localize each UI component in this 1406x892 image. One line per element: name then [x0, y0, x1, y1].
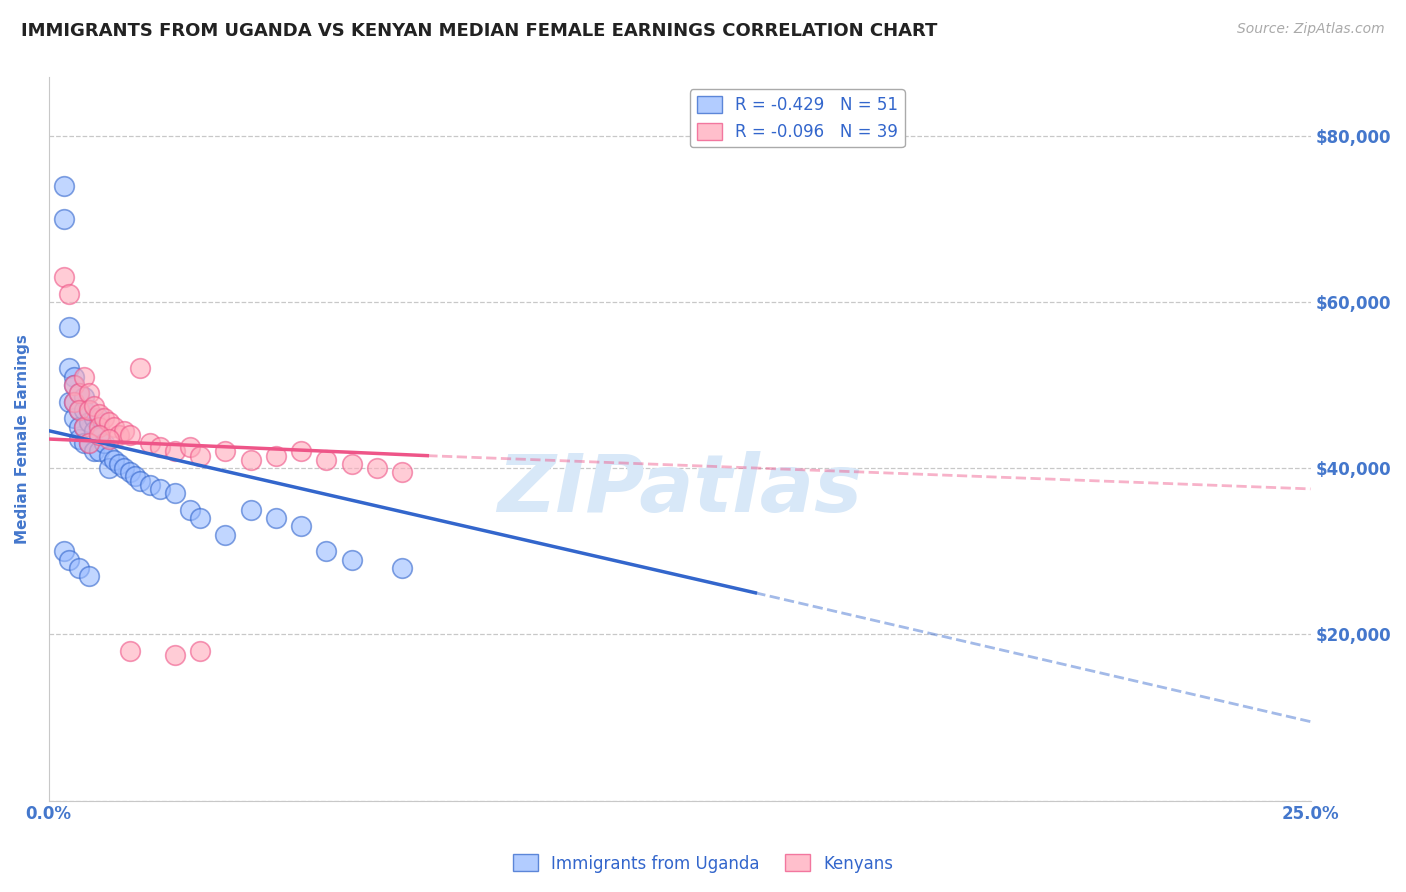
Point — [58, 361, 80, 376]
Point — [179, 502, 201, 516]
Point — [103, 419, 125, 434]
Point — [83, 399, 105, 413]
Point — [264, 449, 287, 463]
Point — [58, 394, 80, 409]
Point — [315, 452, 337, 467]
Point — [63, 394, 86, 409]
Point — [239, 452, 262, 467]
Point — [118, 644, 141, 658]
Point — [149, 441, 172, 455]
Point — [77, 386, 100, 401]
Point — [391, 465, 413, 479]
Point — [89, 411, 111, 425]
Point — [89, 419, 111, 434]
Point — [290, 519, 312, 533]
Point — [52, 211, 75, 226]
Point — [315, 544, 337, 558]
Point — [73, 419, 96, 434]
Point — [93, 436, 115, 450]
Point — [77, 436, 100, 450]
Point — [188, 511, 211, 525]
Point — [63, 411, 86, 425]
Point — [67, 403, 90, 417]
Point — [52, 544, 75, 558]
Point — [77, 403, 100, 417]
Point — [73, 403, 96, 417]
Point — [163, 648, 186, 662]
Point — [83, 411, 105, 425]
Point — [239, 502, 262, 516]
Point — [58, 319, 80, 334]
Point — [52, 178, 75, 193]
Point — [340, 552, 363, 566]
Point — [89, 428, 111, 442]
Point — [98, 416, 121, 430]
Point — [73, 436, 96, 450]
Point — [214, 444, 236, 458]
Point — [103, 452, 125, 467]
Point — [73, 369, 96, 384]
Point — [77, 569, 100, 583]
Point — [89, 444, 111, 458]
Point — [108, 457, 131, 471]
Point — [67, 386, 90, 401]
Point — [163, 486, 186, 500]
Point — [63, 394, 86, 409]
Point — [73, 391, 96, 405]
Point — [67, 403, 90, 417]
Point — [89, 407, 111, 421]
Point — [118, 465, 141, 479]
Point — [77, 436, 100, 450]
Point — [179, 441, 201, 455]
Text: Source: ZipAtlas.com: Source: ZipAtlas.com — [1237, 22, 1385, 37]
Text: IMMIGRANTS FROM UGANDA VS KENYAN MEDIAN FEMALE EARNINGS CORRELATION CHART: IMMIGRANTS FROM UGANDA VS KENYAN MEDIAN … — [21, 22, 938, 40]
Point — [128, 474, 150, 488]
Point — [98, 449, 121, 463]
Point — [188, 644, 211, 658]
Point — [67, 561, 90, 575]
Point — [138, 436, 160, 450]
Point — [98, 432, 121, 446]
Point — [67, 386, 90, 401]
Legend: Immigrants from Uganda, Kenyans: Immigrants from Uganda, Kenyans — [506, 847, 900, 880]
Point — [63, 369, 86, 384]
Point — [366, 461, 388, 475]
Point — [83, 424, 105, 438]
Point — [391, 561, 413, 575]
Point — [149, 482, 172, 496]
Point — [77, 403, 100, 417]
Point — [214, 527, 236, 541]
Point — [340, 457, 363, 471]
Point — [163, 444, 186, 458]
Point — [73, 419, 96, 434]
Point — [67, 432, 90, 446]
Point — [77, 416, 100, 430]
Point — [138, 477, 160, 491]
Point — [128, 361, 150, 376]
Point — [83, 444, 105, 458]
Point — [89, 428, 111, 442]
Point — [93, 411, 115, 425]
Point — [124, 469, 146, 483]
Y-axis label: Median Female Earnings: Median Female Earnings — [15, 334, 30, 544]
Point — [98, 461, 121, 475]
Point — [108, 428, 131, 442]
Point — [188, 449, 211, 463]
Legend: R = -0.429   N = 51, R = -0.096   N = 39: R = -0.429 N = 51, R = -0.096 N = 39 — [690, 89, 904, 147]
Point — [58, 552, 80, 566]
Point — [63, 378, 86, 392]
Point — [264, 511, 287, 525]
Point — [114, 461, 136, 475]
Point — [52, 269, 75, 284]
Point — [290, 444, 312, 458]
Text: ZIPatlas: ZIPatlas — [498, 450, 862, 529]
Point — [118, 428, 141, 442]
Point — [67, 419, 90, 434]
Point — [114, 424, 136, 438]
Point — [58, 286, 80, 301]
Point — [63, 378, 86, 392]
